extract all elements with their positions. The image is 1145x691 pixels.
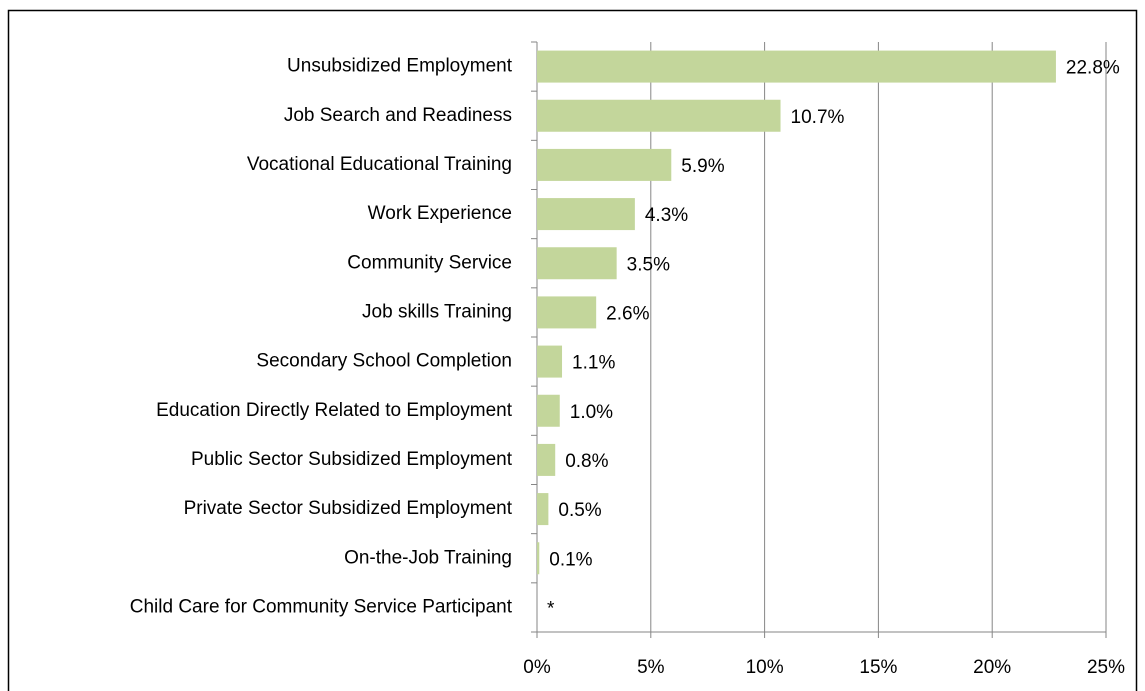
bar xyxy=(537,50,1056,83)
bar xyxy=(537,296,597,329)
y-tick-label: Unsubsidized Employment xyxy=(287,56,513,77)
y-tick-label: Job skills Training xyxy=(362,301,512,322)
x-tick-label: 20% xyxy=(973,657,1011,678)
bar xyxy=(537,394,560,427)
bar xyxy=(537,198,635,231)
bar xyxy=(537,493,549,526)
x-tick-label: 25% xyxy=(1087,657,1125,678)
x-tick-label: 10% xyxy=(746,657,784,678)
y-tick-label: Work Experience xyxy=(368,203,512,224)
data-label: 22.8% xyxy=(1066,58,1120,79)
y-tick-label: Vocational Educational Training xyxy=(247,154,512,175)
data-label: 2.6% xyxy=(606,303,649,324)
y-tick-label: Job Search and Readiness xyxy=(284,105,512,126)
bar xyxy=(537,542,540,575)
y-tick-label: Secondary School Completion xyxy=(256,351,512,372)
data-label: 0.8% xyxy=(565,451,608,472)
bar xyxy=(537,99,781,132)
y-tick-label: Private Sector Subsidized Employment xyxy=(184,498,513,519)
y-tick-label: Child Care for Community Service Partici… xyxy=(130,596,513,617)
data-label: 3.5% xyxy=(627,254,670,275)
data-label: 4.3% xyxy=(645,205,688,226)
x-tick-label: 0% xyxy=(523,657,551,678)
y-tick-label: Public Sector Subsidized Employment xyxy=(191,449,513,470)
data-label: 10.7% xyxy=(791,107,845,128)
data-label: 0.5% xyxy=(558,500,601,521)
data-label: 0.1% xyxy=(549,549,592,570)
bar xyxy=(537,443,556,476)
data-label: 1.1% xyxy=(572,353,615,374)
x-tick-label: 5% xyxy=(637,657,665,678)
bar xyxy=(537,247,617,280)
bar xyxy=(537,148,672,181)
data-label: 5.9% xyxy=(681,156,724,177)
y-tick-label: Community Service xyxy=(347,252,512,273)
y-tick-label: On-the-Job Training xyxy=(344,547,512,568)
y-tick-label: Education Directly Related to Employment xyxy=(156,400,513,421)
bar xyxy=(537,345,563,378)
data-label: 1.0% xyxy=(570,402,613,423)
x-tick-label: 15% xyxy=(859,657,897,678)
data-label: * xyxy=(547,598,555,619)
